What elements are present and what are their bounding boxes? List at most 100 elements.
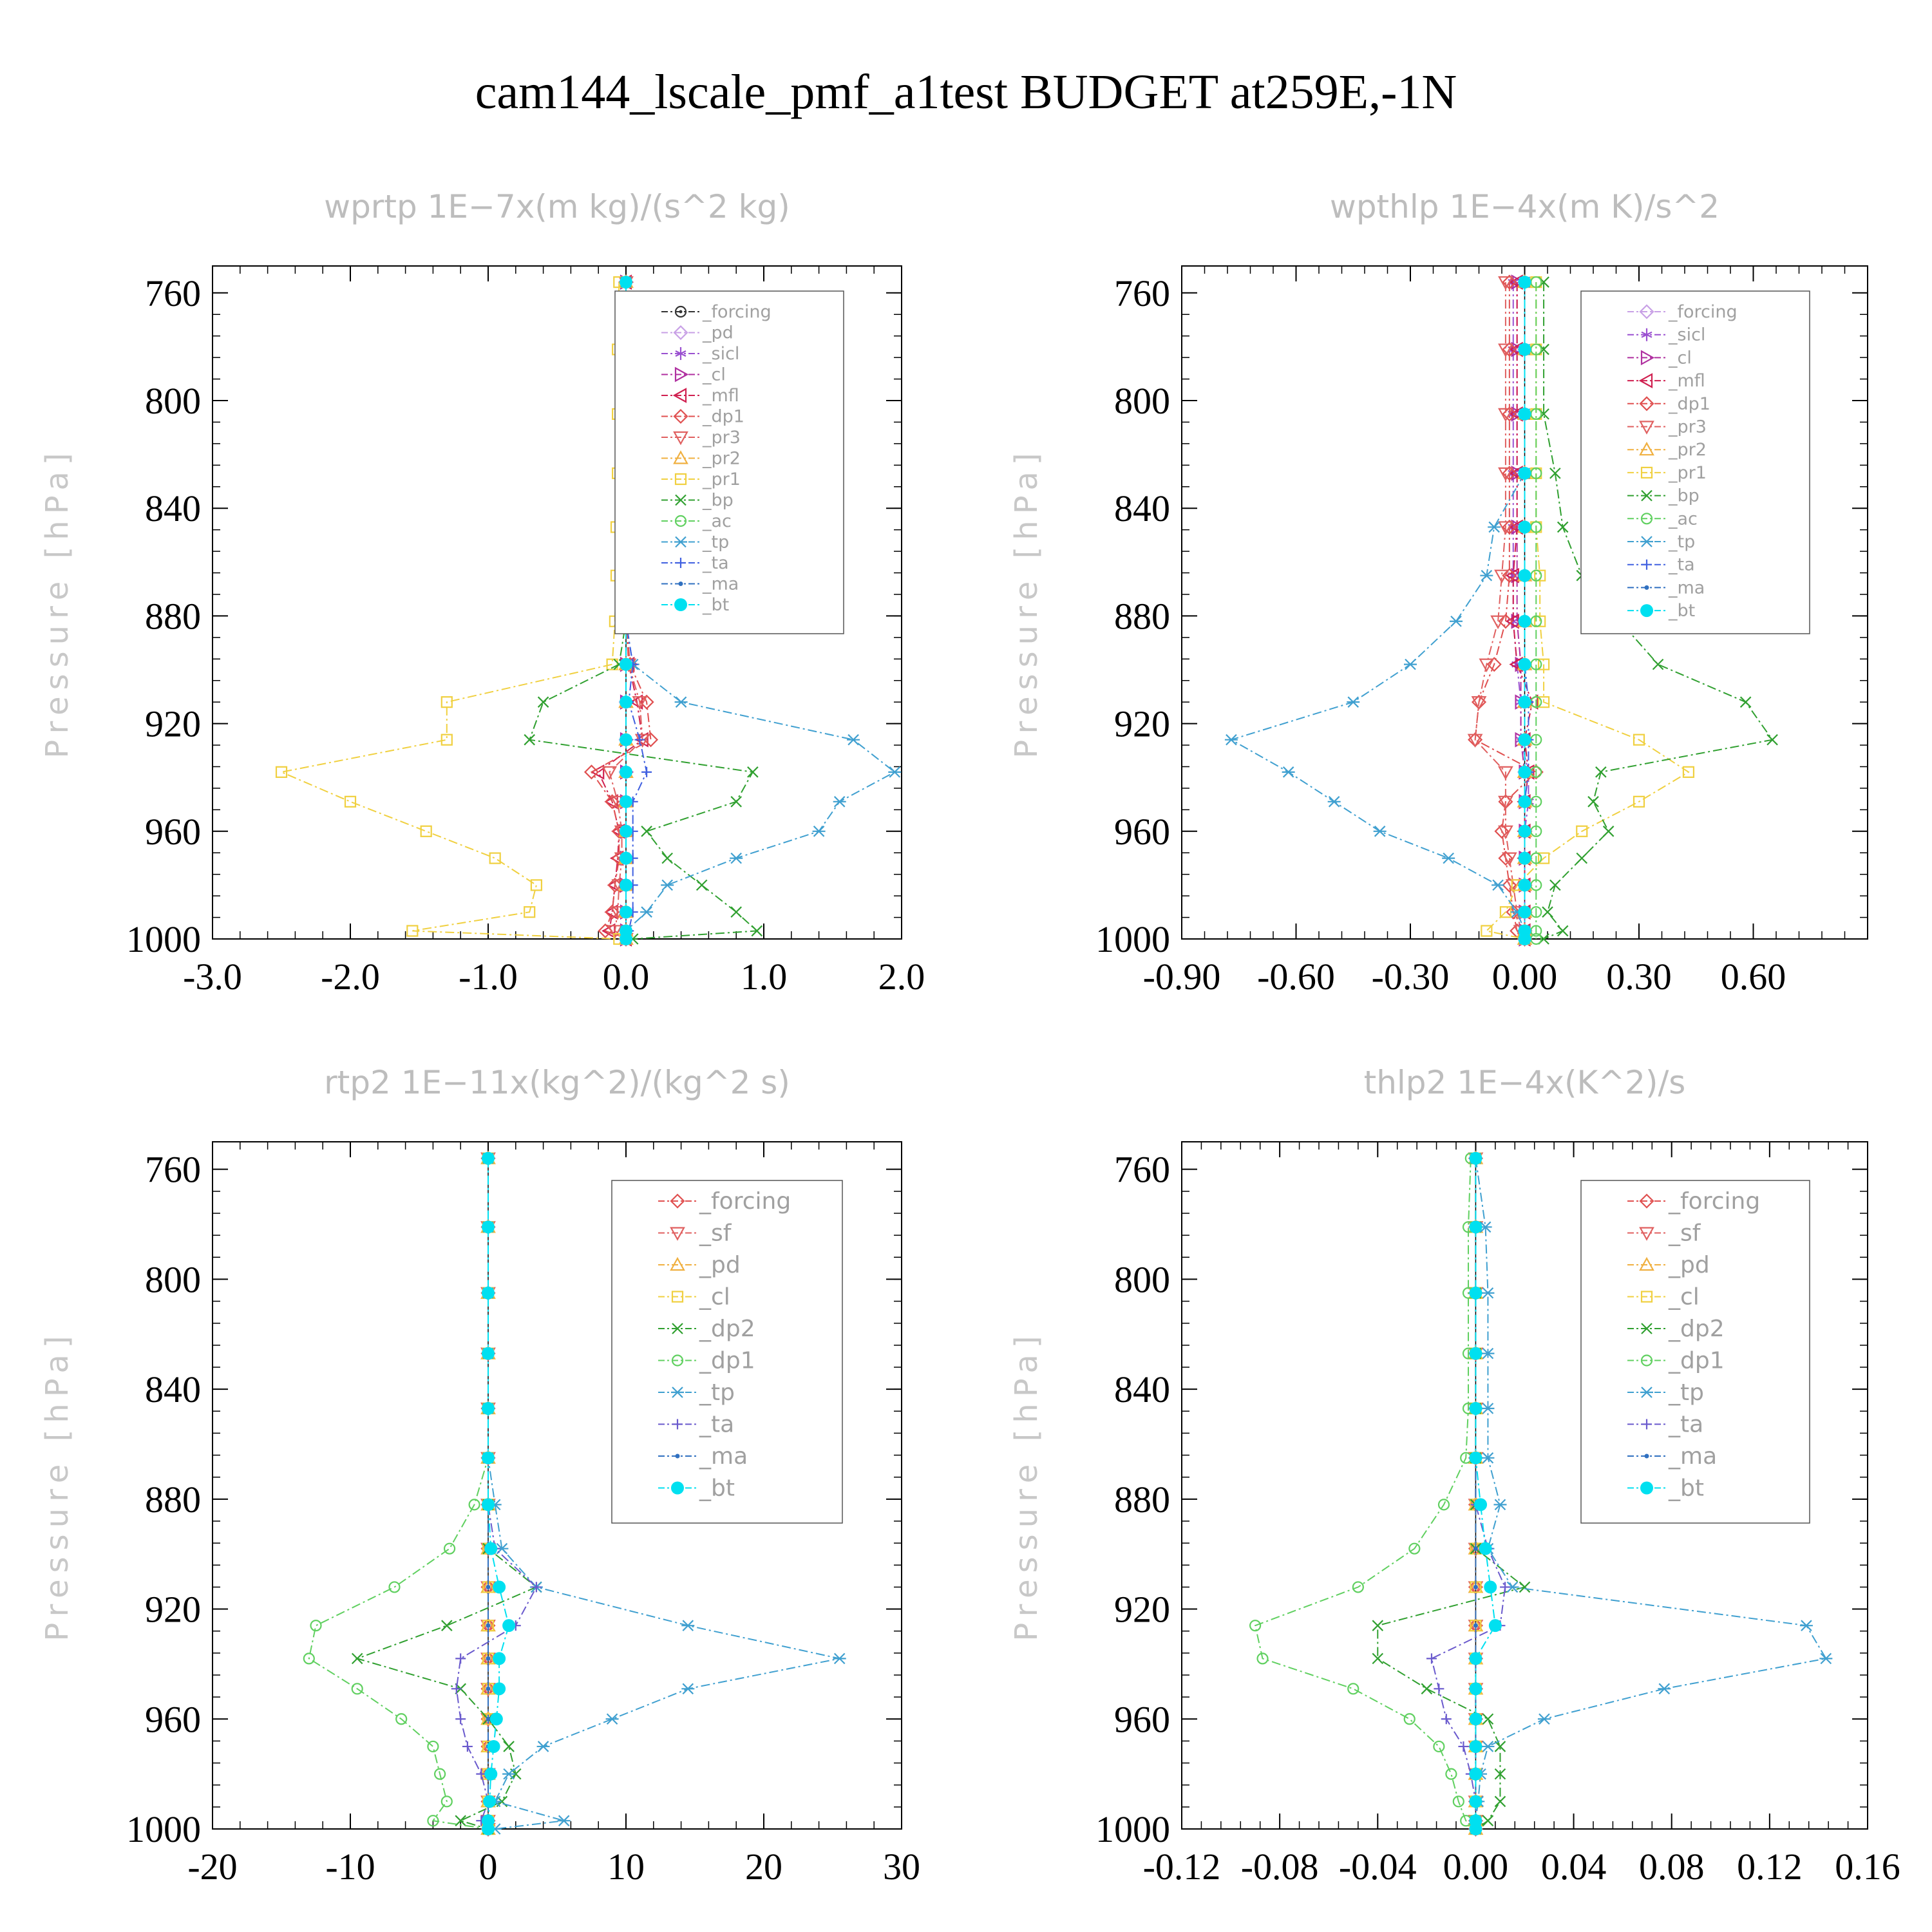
data-point <box>388 1581 401 1593</box>
legend-label: _bt <box>702 595 729 615</box>
x-tick-label: 30 <box>883 1846 920 1888</box>
chart-panel-3: rtp2 1E−11x(kg^2)/(kg^2 s) Pressure [hPa]… <box>39 1064 920 1888</box>
legend-label: _ta <box>1668 1412 1703 1438</box>
chart-panel-4: thlp2 1E−4x(K^2)/s Pressure [hPa] 760 800 84… <box>1009 1064 1900 1888</box>
data-point <box>484 1542 498 1555</box>
data-point <box>620 933 632 945</box>
data-point <box>1408 1542 1421 1555</box>
data-point <box>1479 1542 1492 1555</box>
data-point <box>1481 1287 1495 1299</box>
data-point <box>351 1683 363 1695</box>
data-point <box>812 826 826 837</box>
legend-label: _pr2 <box>702 449 741 469</box>
x-tick-label: -1.0 <box>459 956 518 998</box>
legend-label: _pr1 <box>702 469 741 489</box>
data-point <box>1518 933 1531 945</box>
legend: _forcing _sf _pd _cl _dp2 _dp1 _tp _ta _ma _bt <box>1580 1180 1810 1524</box>
legend-marker <box>1640 1387 1653 1398</box>
data-point <box>1488 521 1501 533</box>
data-point <box>1518 765 1531 779</box>
data-point <box>620 733 632 746</box>
legend-marker <box>1644 1454 1649 1459</box>
data-point <box>674 696 688 708</box>
legend-marker <box>1639 1227 1654 1241</box>
legend-marker <box>1640 513 1653 525</box>
data-point <box>351 1653 363 1665</box>
y-tick-label: 840 <box>145 1368 201 1410</box>
legend-label: _ta <box>699 1412 734 1438</box>
data-point <box>641 826 652 837</box>
legend-label: _dp2 <box>1668 1316 1725 1342</box>
data-point <box>310 1620 322 1632</box>
legend-marker <box>1642 1419 1652 1430</box>
data-point <box>1557 925 1569 937</box>
data-point <box>1469 1823 1482 1835</box>
y-tick-label: 800 <box>145 1258 201 1300</box>
y-tick-label: 840 <box>1114 1368 1170 1410</box>
data-point <box>1498 343 1513 357</box>
x-tick-label: -3.0 <box>183 956 242 998</box>
data-point <box>632 696 648 710</box>
series-ta <box>451 1153 542 1834</box>
data-point <box>1576 825 1588 837</box>
legend-box <box>614 290 844 634</box>
data-point <box>483 1795 497 1808</box>
legend-label: _pr3 <box>1668 417 1707 437</box>
data-point <box>455 1815 466 1826</box>
legend-marker <box>676 558 686 568</box>
data-point <box>1492 879 1505 891</box>
data-point <box>1473 1546 1478 1551</box>
legend-marker <box>1640 1354 1653 1367</box>
series-bt <box>482 1151 516 1835</box>
legend-label: _bp <box>1668 486 1700 506</box>
y-tick-label: 760 <box>1114 272 1170 314</box>
data-point <box>1441 1714 1452 1725</box>
x-tick-label: -0.90 <box>1143 956 1221 998</box>
y-tick-label: 840 <box>145 488 201 529</box>
data-point <box>433 1768 446 1780</box>
legend-marker <box>674 536 687 548</box>
series-dp2 <box>1372 1152 1531 1835</box>
legend-label: _bt <box>699 1475 735 1502</box>
data-point <box>606 658 618 670</box>
data-point <box>1474 1498 1488 1511</box>
legend-label: _ma <box>1668 578 1705 598</box>
x-tick-label: 0.08 <box>1639 1846 1705 1888</box>
data-point <box>681 1620 695 1631</box>
data-point <box>1518 851 1531 865</box>
x-tick-label: 0.12 <box>1737 1846 1803 1888</box>
data-point <box>486 1716 491 1721</box>
legend-marker <box>671 1354 684 1367</box>
legend-marker <box>675 347 687 360</box>
series-bt <box>1518 276 1531 945</box>
data-point <box>620 276 632 289</box>
data-point <box>1518 878 1531 892</box>
legend-marker <box>670 1256 685 1271</box>
data-point <box>1537 658 1550 670</box>
x-tick-label: -2.0 <box>321 956 380 998</box>
data-point <box>1518 569 1531 582</box>
panel-title: wprtp 1E−7x(m kg)/(s^2 kg) <box>324 188 790 225</box>
data-point <box>1482 1713 1494 1725</box>
series-line <box>308 1158 489 1830</box>
data-point <box>537 696 549 708</box>
legend-marker <box>1642 559 1652 570</box>
data-point <box>1498 276 1513 290</box>
data-point <box>455 1714 466 1725</box>
series-line <box>355 1158 538 1830</box>
legend-label: _ma <box>702 574 739 594</box>
data-point <box>1502 274 1517 290</box>
legend-label: _tp <box>699 1379 735 1406</box>
data-point <box>1498 408 1513 422</box>
data-point <box>502 1619 516 1633</box>
data-point <box>502 1768 516 1780</box>
legend-marker <box>1639 396 1654 412</box>
data-point <box>420 825 432 837</box>
legend-box <box>1580 290 1810 634</box>
legend-box <box>1580 1180 1810 1524</box>
data-point <box>1249 1620 1262 1632</box>
y-tick-label: 1000 <box>126 1808 201 1850</box>
series-pr1 <box>275 276 625 945</box>
y-tick-label: 1000 <box>1095 918 1170 960</box>
data-point <box>482 1401 495 1415</box>
